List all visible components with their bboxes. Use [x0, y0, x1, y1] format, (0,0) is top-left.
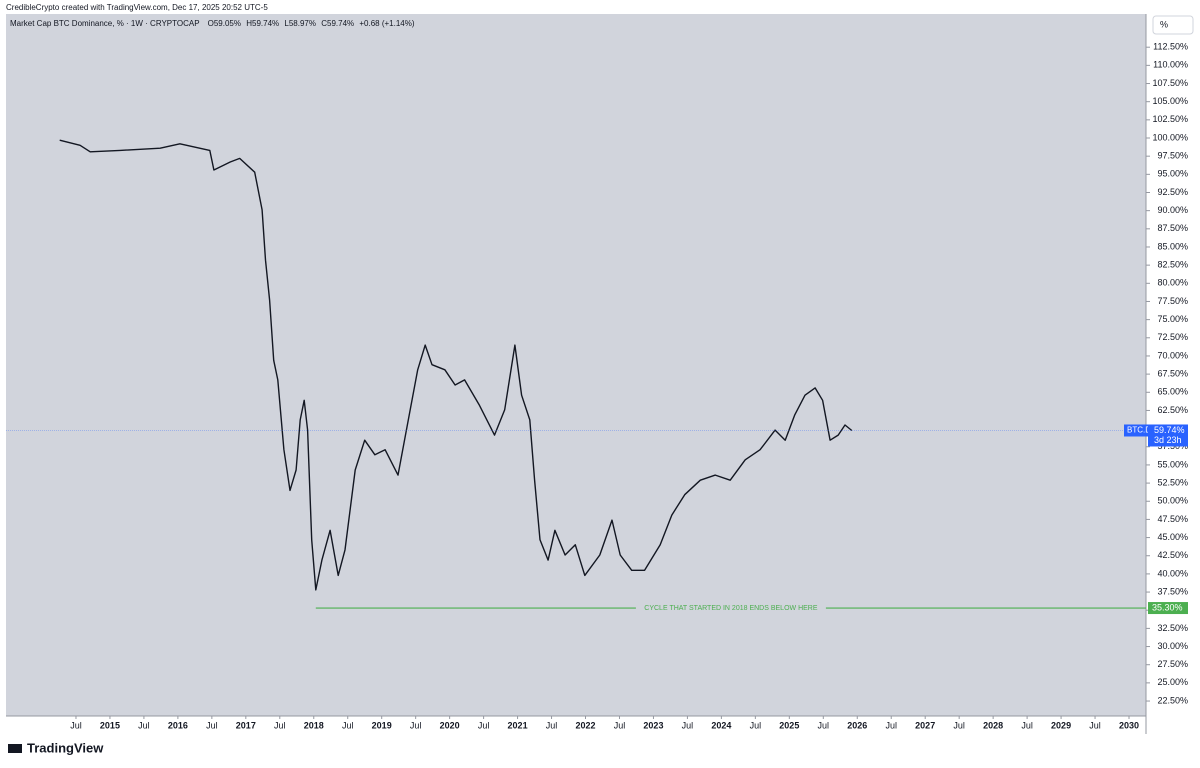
annotation: CYCLE THAT STARTED IN 2018 ENDS BELOW HE… — [644, 605, 818, 612]
y-tick-label: 50.00% — [1157, 496, 1188, 506]
y-tick-label: 72.50% — [1157, 332, 1188, 342]
y-tick-label: 42.50% — [1157, 550, 1188, 560]
y-tick-label: 90.00% — [1157, 205, 1188, 215]
y-tick-label: 27.50% — [1157, 659, 1188, 669]
x-tick-label: Jul — [818, 720, 830, 730]
y-tick-label: 85.00% — [1157, 241, 1188, 251]
level-label: 35.30% — [1152, 602, 1183, 612]
y-tick-label: 25.00% — [1157, 677, 1188, 687]
level-label-bg — [1148, 602, 1188, 615]
y-tick-label: 100.00% — [1152, 132, 1188, 142]
x-tick-label: 2015 — [100, 720, 120, 730]
y-tick-label: 32.50% — [1157, 623, 1188, 633]
legend-key: H — [246, 19, 252, 28]
y-tick-label: 52.50% — [1157, 477, 1188, 487]
y-tick-label: 77.50% — [1157, 296, 1188, 306]
y-tick-label: 87.50% — [1157, 223, 1188, 233]
y-tick-label: 30.00% — [1157, 641, 1188, 651]
last-price-countdown: 3d 23h — [1154, 435, 1182, 445]
x-tick-label: Jul — [885, 720, 897, 730]
y-tick-label: 80.00% — [1157, 278, 1188, 288]
x-tick-label: 2020 — [440, 720, 460, 730]
logo-mark — [8, 744, 22, 753]
y-tick-label: 82.50% — [1157, 260, 1188, 270]
y-tick-label: 65.00% — [1157, 387, 1188, 397]
x-tick-label: Jul — [70, 720, 82, 730]
y-tick-label: 47.50% — [1157, 514, 1188, 524]
x-tick-label: Jul — [953, 720, 965, 730]
x-tick-label: Jul — [546, 720, 558, 730]
y-tick-label: 55.00% — [1157, 459, 1188, 469]
y-tick-label: 92.50% — [1157, 187, 1188, 197]
y-tick-label: 75.00% — [1157, 314, 1188, 324]
x-tick-label: Jul — [682, 720, 694, 730]
last-price-name: BTC.D — [1127, 426, 1151, 435]
x-tick-label: Jul — [138, 720, 150, 730]
y-tick-label: 40.00% — [1157, 568, 1188, 578]
x-tick-label: Jul — [1089, 720, 1101, 730]
legend-title: Market Cap BTC Dominance, % · 1W · CRYPT… — [10, 19, 199, 28]
x-tick-label: 2030 — [1119, 720, 1139, 730]
legend-change: +0.68 (+1.14%) — [359, 19, 414, 28]
legend-key: O — [208, 19, 214, 28]
legend-key: C — [321, 19, 327, 28]
x-tick-label: Jul — [274, 720, 286, 730]
y-tick-label: 107.50% — [1152, 78, 1188, 88]
x-tick-label: 2018 — [304, 720, 324, 730]
logo: TradingView — [8, 740, 104, 755]
legend: Market Cap BTC Dominance, % · 1W · CRYPT… — [10, 19, 415, 28]
y-tick-label: 22.50% — [1157, 695, 1188, 705]
x-tick-label: Jul — [1021, 720, 1033, 730]
x-tick-label: Jul — [478, 720, 490, 730]
legend-value: 59.74% — [327, 19, 354, 28]
last-price-bg — [1148, 424, 1188, 447]
legend-value: 59.05% — [214, 19, 241, 28]
y-tick-label: 70.00% — [1157, 350, 1188, 360]
legend-key: L — [284, 19, 289, 28]
x-tick-label: 2021 — [508, 720, 528, 730]
legend-value: 58.97% — [289, 19, 316, 28]
x-tick-label: Jul — [342, 720, 354, 730]
y-tick-label: 45.00% — [1157, 532, 1188, 542]
x-tick-label: Jul — [750, 720, 762, 730]
scale-button[interactable] — [1152, 15, 1194, 35]
annotation-bg — [635, 603, 826, 614]
price-line — [59, 139, 853, 591]
x-tick-label: Jul — [410, 720, 422, 730]
x-tick-label: Jul — [614, 720, 626, 730]
y-tick-label: 67.50% — [1157, 368, 1188, 378]
y-tick-label: 97.50% — [1157, 151, 1188, 161]
x-tick-label: Jul — [206, 720, 218, 730]
y-tick-label: 95.00% — [1157, 169, 1188, 179]
last-price-label: 59.74% — [1154, 425, 1185, 435]
x-tick-label: 2023 — [643, 720, 663, 730]
x-tick-label: 2017 — [236, 720, 256, 730]
y-tick-label: 62.50% — [1157, 405, 1188, 415]
x-tick-label: 2026 — [847, 720, 867, 730]
x-tick-label: 2022 — [575, 720, 595, 730]
x-tick-label: 2024 — [711, 720, 731, 730]
y-tick-label: 105.00% — [1152, 96, 1188, 106]
footer: TradingView — [27, 740, 104, 755]
x-tick-label: 2027 — [915, 720, 935, 730]
legend-value: 59.74% — [252, 19, 279, 28]
x-tick-label: 2019 — [372, 720, 392, 730]
header: CredibleCrypto created with TradingView.… — [6, 3, 268, 12]
x-tick-label: 2029 — [1051, 720, 1071, 730]
x-tick-label: 2016 — [168, 720, 188, 730]
y-tick-label: 102.50% — [1152, 114, 1188, 124]
y-tick-label: 37.50% — [1157, 586, 1188, 596]
x-tick-label: 2028 — [983, 720, 1003, 730]
y-tick-label: 112.50% — [1153, 42, 1188, 52]
x-tick-label: 2025 — [779, 720, 799, 730]
y-tick-label: 110.00% — [1153, 60, 1188, 70]
plot-area — [6, 14, 1146, 716]
scale-button-label: % — [1160, 19, 1168, 29]
last-price-name-bg — [1124, 424, 1148, 437]
